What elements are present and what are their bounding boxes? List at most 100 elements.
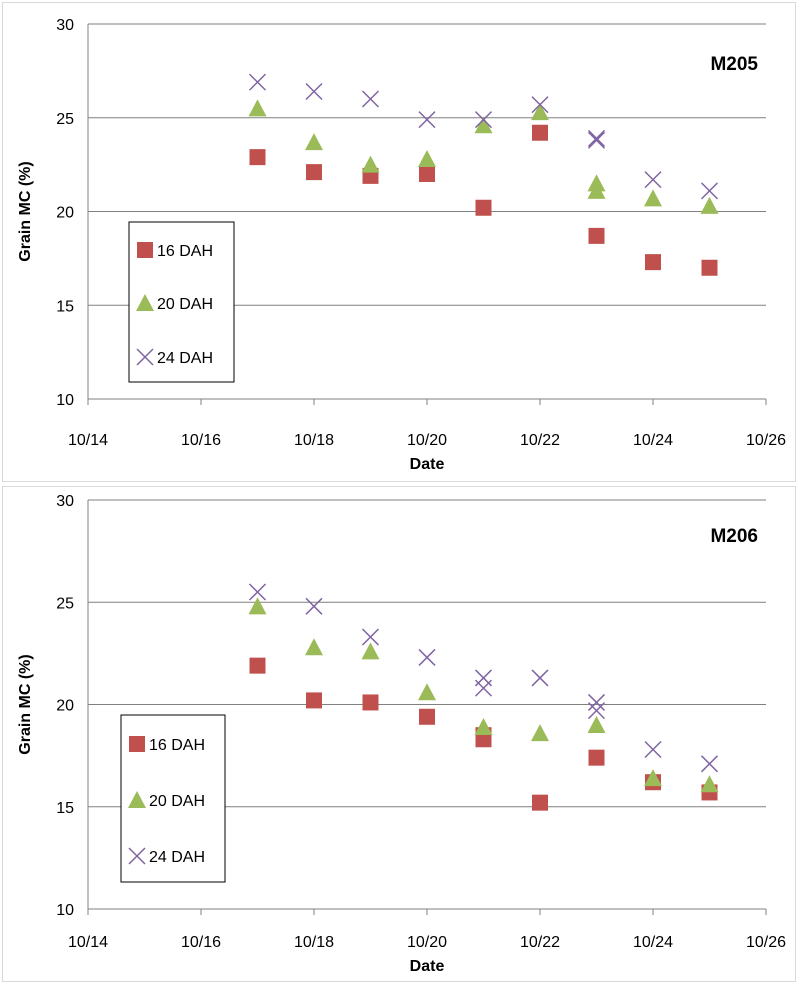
data-point-square bbox=[306, 164, 322, 181]
chart-m206: 10 15 20 25 30 10/14 10/16 10/18 10/20 10/22 10/24… bbox=[17, 493, 786, 975]
x-tick-label: 10/22 bbox=[520, 432, 560, 449]
data-point-triangle bbox=[587, 715, 606, 733]
data-point-triangle bbox=[418, 150, 436, 167]
y-tick-label: 15 bbox=[56, 800, 74, 817]
x-tick-label: 10/24 bbox=[633, 432, 673, 449]
y-tick-label: 15 bbox=[56, 298, 74, 315]
x-axis-title: Date bbox=[410, 958, 445, 975]
data-point-square bbox=[588, 749, 605, 766]
y-tick-label: 25 bbox=[56, 595, 74, 612]
legend-marker-x bbox=[128, 847, 146, 865]
chart-title: M206 bbox=[710, 526, 758, 547]
legend-marker-x bbox=[136, 348, 154, 366]
data-point-x bbox=[305, 82, 323, 101]
data-point-triangle bbox=[248, 99, 267, 117]
y-tick-label: 30 bbox=[56, 17, 74, 34]
y-axis-title: Grain MC (%) bbox=[17, 161, 34, 261]
chart-panel-m205: 10 15 20 25 30 10/14 10/16 10/18 10/20 10/22 10/24… bbox=[2, 2, 796, 482]
x-tick-label: 10/18 bbox=[294, 432, 334, 449]
data-point-x bbox=[305, 597, 323, 615]
data-point-x bbox=[248, 583, 267, 601]
legend-marker-square bbox=[129, 736, 145, 752]
series-24-dah bbox=[248, 583, 719, 773]
chart-m205: 10 15 20 25 30 10/14 10/16 10/18 10/20 10/22 10/24… bbox=[17, 17, 786, 473]
x-tick-label: 10/16 bbox=[181, 934, 221, 951]
data-point-x bbox=[587, 129, 606, 147]
x-tick-label: 10/24 bbox=[633, 934, 673, 951]
series-20-dah bbox=[248, 597, 719, 793]
series-24-dah bbox=[248, 73, 719, 200]
data-point-triangle bbox=[361, 642, 380, 660]
data-point-triangle bbox=[587, 174, 606, 192]
data-point-triangle bbox=[474, 717, 493, 735]
legend: 16 DAH 20 DAH 24 DAH bbox=[120, 714, 226, 883]
data-point-x bbox=[531, 96, 549, 114]
y-tick-label: 20 bbox=[56, 205, 74, 222]
x-axis-title: Date bbox=[410, 456, 445, 473]
data-point-square bbox=[419, 166, 435, 182]
data-point-triangle bbox=[531, 724, 549, 742]
x-tick-label: 10/20 bbox=[407, 432, 447, 449]
legend-marker-triangle bbox=[128, 791, 146, 808]
data-point-x bbox=[418, 111, 436, 129]
chart-panel-m206: 10 15 20 25 30 10/14 10/16 10/18 10/20 10/22 10/24… bbox=[2, 486, 796, 982]
legend-label: 16 DAH bbox=[157, 243, 213, 260]
data-point-square bbox=[306, 692, 322, 709]
data-point-x bbox=[248, 73, 267, 91]
data-point-square bbox=[249, 657, 266, 674]
data-point-x bbox=[531, 669, 549, 687]
y-tick-label: 30 bbox=[56, 493, 74, 510]
y-axis-title: Grain MC (%) bbox=[17, 654, 34, 754]
data-point-triangle bbox=[305, 638, 323, 656]
legend-marker-square bbox=[137, 242, 153, 258]
legend: 16 DAH 20 DAH 24 DAH bbox=[128, 221, 235, 383]
data-point-x bbox=[587, 131, 606, 149]
series-20-dah bbox=[248, 99, 719, 214]
series-16-dah bbox=[249, 124, 718, 276]
data-point-triangle bbox=[644, 189, 662, 207]
data-point-triangle bbox=[418, 683, 436, 701]
x-tick-label: 10/14 bbox=[68, 432, 108, 449]
data-point-triangle bbox=[531, 103, 549, 121]
data-point-triangle bbox=[644, 769, 662, 787]
x-tick-label: 10/14 bbox=[68, 934, 108, 951]
legend-label: 24 DAH bbox=[157, 350, 213, 367]
x-tick-label: 10/18 bbox=[294, 934, 334, 951]
data-point-triangle bbox=[474, 116, 493, 134]
data-point-x bbox=[644, 740, 662, 759]
data-point-square bbox=[475, 199, 492, 216]
x-tick-label: 10/26 bbox=[746, 432, 786, 449]
data-point-triangle bbox=[248, 597, 267, 615]
x-tick-label: 10/22 bbox=[520, 934, 560, 951]
data-point-x bbox=[418, 648, 436, 666]
y-tick-label: 20 bbox=[56, 698, 74, 715]
data-point-square bbox=[701, 259, 718, 276]
data-point-x bbox=[700, 182, 719, 200]
legend-marker-triangle bbox=[136, 294, 154, 311]
data-point-square bbox=[532, 124, 548, 141]
data-point-square bbox=[362, 694, 379, 711]
data-point-square bbox=[645, 254, 661, 271]
data-point-triangle bbox=[700, 775, 719, 793]
data-point-triangle bbox=[361, 155, 380, 173]
chart-title: M205 bbox=[710, 54, 758, 75]
data-point-x bbox=[700, 755, 719, 773]
legend-label: 20 DAH bbox=[157, 296, 213, 313]
data-point-square bbox=[419, 708, 435, 725]
data-point-triangle bbox=[305, 133, 323, 151]
legend-label: 16 DAH bbox=[149, 737, 205, 754]
legend-label: 24 DAH bbox=[149, 849, 205, 866]
data-point-x bbox=[361, 628, 380, 646]
x-tick-label: 10/20 bbox=[407, 934, 447, 951]
x-tick-label: 10/26 bbox=[746, 934, 786, 951]
data-point-x bbox=[587, 702, 606, 720]
data-point-triangle bbox=[700, 196, 719, 214]
y-tick-label: 25 bbox=[56, 111, 74, 128]
legend-label: 20 DAH bbox=[149, 793, 205, 810]
data-point-x bbox=[644, 171, 662, 189]
x-tick-label: 10/16 bbox=[181, 432, 221, 449]
data-point-x bbox=[474, 111, 493, 129]
y-tick-label: 10 bbox=[56, 392, 74, 409]
y-tick-label: 10 bbox=[56, 902, 74, 919]
data-point-x bbox=[587, 693, 606, 711]
